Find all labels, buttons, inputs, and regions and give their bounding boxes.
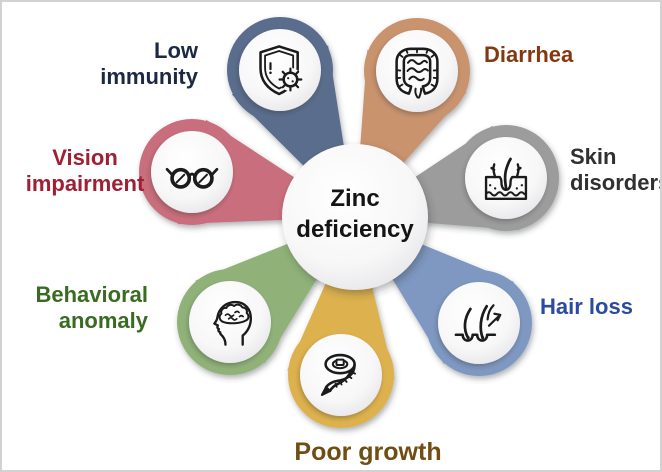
label-line: Poor growth [294, 438, 442, 466]
head-brain-icon [213, 300, 253, 346]
eyeglasses-icon [165, 167, 219, 189]
label-line: Behavioral [35, 282, 149, 307]
shield-virus-icon [259, 45, 303, 96]
center-title: Zinc deficiency [255, 183, 455, 245]
label-vision-impairment: Vision impairment [6, 145, 164, 197]
petal-poor-growth [287, 217, 395, 428]
label-line: immunity [100, 64, 198, 89]
label-hair-loss: Hair loss [540, 294, 633, 320]
label-low-immunity: Low immunity [100, 38, 198, 90]
petal-disc [151, 131, 233, 213]
label-line: Diarrhea [484, 42, 574, 67]
label-line: Hair loss [540, 294, 633, 319]
petal-disc [189, 281, 271, 363]
hair-follicle-icon [454, 304, 502, 342]
measuring-tape-icon [320, 353, 356, 397]
petal-disc [300, 334, 382, 416]
label-diarrhea: Diarrhea [484, 42, 573, 68]
label-poor-growth: Poor growth [278, 439, 458, 465]
skin-layers-icon [484, 157, 528, 201]
label-behavioral-anomaly: Behavioral anomaly [36, 282, 149, 334]
label-skin-disorders: Skin disorders [570, 144, 662, 196]
label-line: Vision [52, 145, 118, 170]
petal-disc [438, 282, 520, 364]
label-line: Low [154, 38, 198, 63]
petal-disc [239, 29, 321, 111]
center-title-line: Zinc [330, 185, 380, 212]
label-line: anomaly [58, 308, 148, 333]
label-line: Skin [570, 144, 617, 169]
label-line: disorders [570, 170, 662, 195]
center-disc [282, 144, 428, 290]
label-line: impairment [25, 171, 145, 196]
center-title-line: deficiency [296, 216, 414, 243]
intestines-icon [395, 47, 439, 99]
